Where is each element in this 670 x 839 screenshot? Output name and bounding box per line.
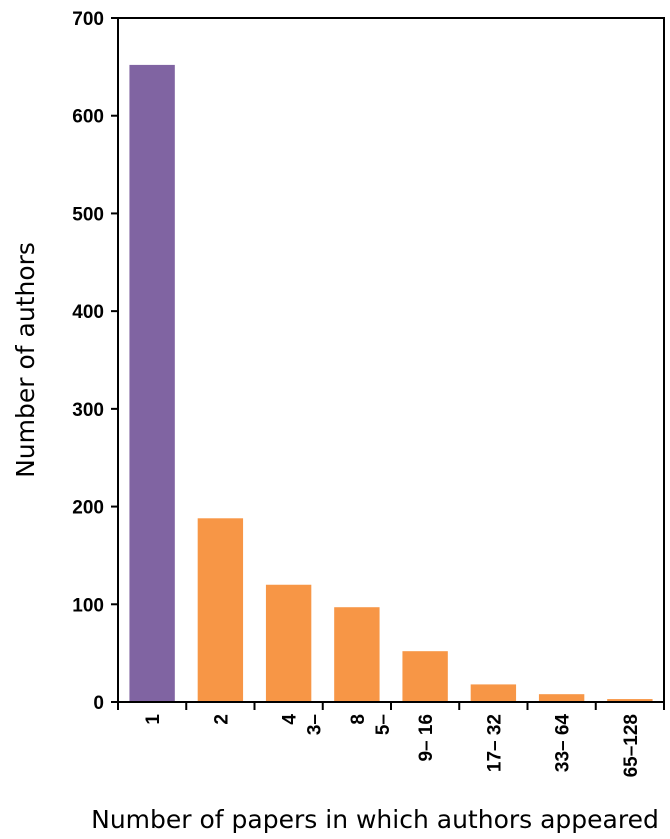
y-tick-label: 0 <box>93 693 104 714</box>
x-tick-label: 9– 16 <box>416 714 437 762</box>
plot-area-frame <box>117 17 665 703</box>
x-axis-title: Number of papers in which authors appear… <box>91 805 659 834</box>
y-tick-label: 300 <box>72 400 104 421</box>
x-tick-label: 3– <box>305 714 326 735</box>
y-tick-label: 400 <box>72 302 104 323</box>
bar-8 <box>607 699 653 702</box>
x-tick-label: 8 <box>348 714 369 725</box>
bar-4 <box>334 607 380 702</box>
bar-1 <box>129 64 175 703</box>
y-tick-label: 100 <box>72 595 104 616</box>
y-tick-label: 500 <box>72 204 104 225</box>
y-axis-ticks: 0 100 200 300 400 500 600 700 <box>72 9 118 714</box>
x-tick-label: 5– <box>373 714 394 735</box>
x-tick-label: 1 <box>143 714 164 725</box>
bar-6 <box>470 684 517 702</box>
x-tick-label: 17– 32 <box>484 714 505 772</box>
x-tick-label: 65–128 <box>621 714 642 777</box>
y-tick-label: 200 <box>72 498 104 519</box>
bar-7 <box>538 694 585 702</box>
bar-5 <box>402 651 448 702</box>
bar-3 <box>265 584 312 702</box>
x-axis-ticks: 1 2 4 3– 8 5– 9– 16 17– 32 33– 64 65–128 <box>117 702 665 777</box>
bar-2 <box>197 518 244 702</box>
y-tick-label: 700 <box>72 9 104 30</box>
y-axis-title: Number of authors <box>11 242 40 478</box>
x-tick-label: 33– 64 <box>553 714 574 773</box>
y-tick-label: 600 <box>72 107 104 128</box>
x-tick-label: 2 <box>211 714 232 725</box>
x-tick-label: 4 <box>280 714 301 725</box>
bars <box>129 64 653 703</box>
